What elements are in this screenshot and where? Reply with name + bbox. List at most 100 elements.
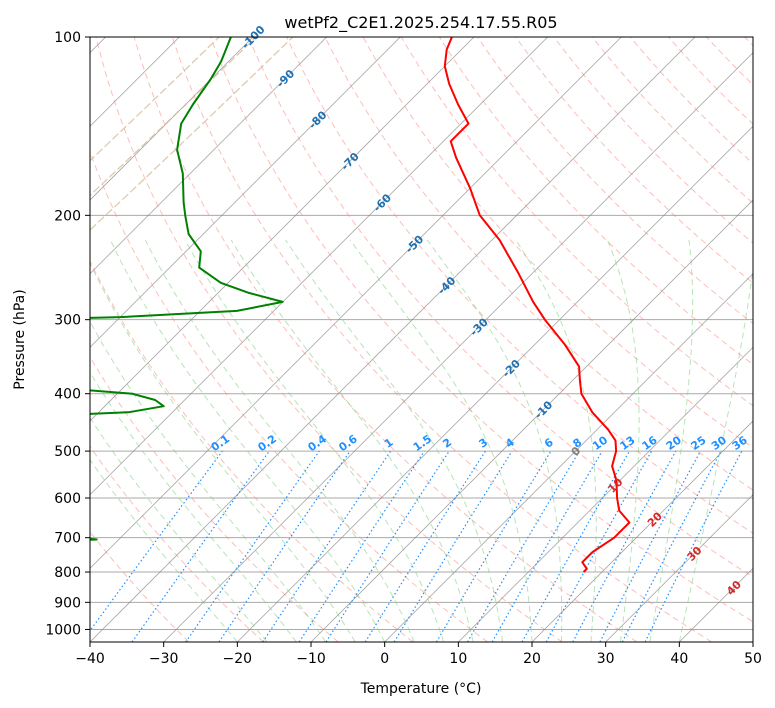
mixing-ratio-line	[644, 450, 743, 642]
mixing-ratio-line	[325, 450, 450, 642]
y-tick-label: 1000	[45, 622, 81, 638]
isotherm-line	[605, 494, 753, 642]
isotherm-gridlines	[90, 37, 753, 642]
x-tick-label: −40	[75, 651, 105, 667]
moist-adiabat	[90, 261, 356, 642]
moist-adiabat	[230, 239, 474, 642]
y-tick-label: 400	[54, 387, 81, 403]
plot-area	[90, 37, 753, 642]
mixing-ratio-label: 2	[440, 436, 454, 451]
dry-adiabat	[90, 356, 339, 642]
mixing-ratio-label: 30	[709, 433, 729, 453]
mixing-ratio-label: 25	[689, 433, 709, 452]
isobar-gridlines	[90, 37, 753, 630]
y-tick-label: 900	[54, 595, 81, 611]
isotherm-label: 20	[645, 509, 665, 529]
mixing-ratio-line	[364, 450, 486, 642]
x-tick-label: −10	[296, 651, 326, 667]
isotherm-label: -30	[468, 315, 491, 338]
y-tick-label: 300	[54, 313, 81, 329]
isotherm-line	[90, 37, 254, 201]
isotherm-label: -80	[306, 108, 329, 131]
mixing-ratio-line	[466, 450, 580, 642]
y-axis-title: Pressure (hPa)	[12, 289, 28, 389]
isotherm-line	[458, 346, 753, 642]
isotherm-line	[90, 37, 549, 496]
isotherm-line	[90, 37, 475, 422]
x-tick-label: 50	[744, 651, 762, 667]
isotherm-line	[531, 420, 753, 642]
y-axis-ticks: 100 200 300 400 500 600 700 800 900 1000	[45, 30, 90, 638]
mixing-ratio-label: 13	[617, 434, 637, 453]
dry-adiabat	[90, 259, 414, 642]
sounding-series	[90, 37, 631, 573]
dry-adiabat	[744, 37, 753, 47]
plot-frame	[89, 36, 754, 643]
mixing-ratio-line	[393, 450, 513, 642]
isotherm-label: -60	[371, 191, 394, 214]
moist-adiabat	[144, 239, 415, 642]
isotherm-line	[90, 37, 696, 642]
dry-adiabat	[515, 37, 753, 284]
dry-adiabat	[90, 150, 488, 642]
moist-adiabat	[285, 239, 503, 642]
moist-adiabat	[426, 239, 563, 642]
dry-adiabat	[95, 37, 563, 642]
mixing-ratio-line	[298, 450, 425, 642]
mixing-ratio-line	[218, 450, 351, 642]
isotherm-label: -20	[500, 357, 523, 380]
moist-adiabat	[678, 264, 753, 642]
isotherm-line	[384, 273, 753, 642]
moist-adiabat	[184, 239, 445, 642]
mixing-ratio-line	[545, 450, 653, 642]
y-tick-label: 600	[54, 491, 81, 507]
frost-point-curve	[90, 37, 220, 162]
moist-adiabat	[349, 239, 533, 642]
dewpoint-line	[90, 37, 284, 541]
dry-adiabat	[210, 37, 753, 623]
dry-adiabat	[90, 531, 190, 642]
x-tick-label: 20	[523, 651, 541, 667]
mixing-ratio-line	[131, 450, 270, 642]
y-tick-label: 700	[54, 531, 81, 547]
mixing-ratio-line	[262, 450, 392, 642]
moist-adiabat	[649, 239, 694, 642]
dry-adiabat	[553, 37, 753, 244]
dry-adiabat	[248, 37, 753, 578]
isotherm-line	[90, 37, 328, 275]
isotherm-label: 40	[724, 578, 744, 598]
isotherm-label: -40	[435, 274, 458, 297]
x-axis-title: Temperature (°C)	[360, 681, 482, 697]
moist-adiabat	[606, 239, 640, 642]
frost-point-curve	[90, 37, 257, 197]
dry-adiabat	[171, 37, 712, 642]
line-labels: 0.1 0.2 0.4 0.6 1 1.5 2 3 4 6 8 10 13 16 20 25 30 36-100-…	[209, 23, 750, 598]
mixing-ratio-label: 36	[730, 433, 750, 453]
isotherm-label: -10	[532, 398, 555, 421]
moist-adiabat	[515, 239, 597, 642]
mixing-ratio-label: 1	[382, 436, 396, 451]
x-tick-label: 0	[380, 651, 389, 667]
dry-adiabat	[286, 37, 753, 534]
temperature-line	[443, 37, 631, 573]
isotherm-line	[752, 641, 753, 642]
isotherm-line	[237, 125, 753, 642]
dry-adiabat	[324, 37, 753, 491]
dry-adiabat	[591, 37, 753, 204]
y-tick-label: 100	[54, 30, 81, 46]
x-tick-label: 10	[449, 651, 467, 667]
isotherm-line	[310, 199, 753, 642]
x-tick-label: −20	[223, 651, 253, 667]
dry-adiabats	[90, 37, 753, 642]
mixing-ratio-line	[90, 450, 223, 632]
moist-adiabat	[90, 320, 327, 642]
y-tick-label: 500	[54, 444, 81, 460]
isotherm-label: 10	[605, 475, 625, 495]
y-tick-label: 800	[54, 565, 81, 581]
isotherm-line	[90, 37, 622, 569]
mixing-ratio-line	[521, 450, 631, 642]
x-tick-label: 30	[597, 651, 615, 667]
chart-title: wetPf2_C2E1.2025.254.17.55.R05	[284, 13, 557, 33]
mixing-ratio-label: 16	[640, 433, 660, 453]
